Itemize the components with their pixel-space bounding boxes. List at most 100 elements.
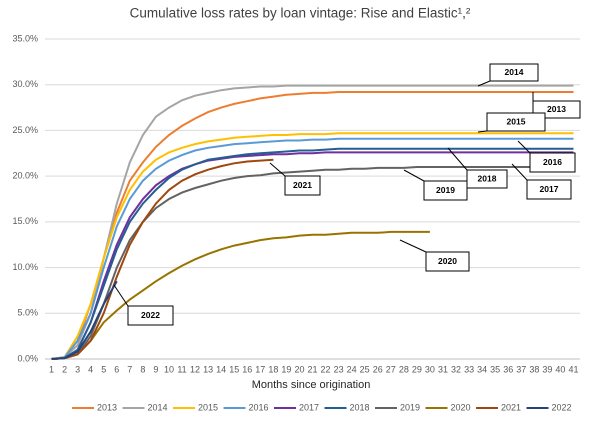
legend-label: 2018 — [350, 402, 370, 412]
x-tick-label: 10 — [164, 364, 174, 374]
series-line — [51, 166, 535, 360]
x-tick-label: 1 — [49, 364, 54, 374]
x-tick-label: 2 — [62, 364, 67, 374]
x-tick-label: 28 — [399, 364, 409, 374]
series-line — [51, 137, 574, 360]
x-tick-label: 19 — [281, 364, 291, 374]
x-tick-label: 27 — [386, 364, 396, 374]
series-line — [51, 91, 574, 360]
series-line — [51, 147, 574, 360]
x-tick-label: 14 — [216, 364, 226, 374]
x-tick-label: 25 — [360, 364, 370, 374]
x-tick-label: 11 — [177, 364, 186, 374]
x-tick-label: 23 — [334, 364, 344, 374]
callout-box — [486, 112, 546, 132]
x-tick-label: 5 — [101, 364, 106, 374]
x-tick-label: 30 — [425, 364, 435, 374]
x-tick-label: 22 — [321, 364, 331, 374]
x-tick-label: 15 — [229, 364, 239, 374]
callout-leader — [403, 169, 425, 182]
callout-label: 2016 — [543, 157, 562, 167]
y-tick-label: 10.0% — [12, 262, 38, 272]
x-tick-label: 9 — [153, 364, 158, 374]
chart-title: Cumulative loss rates by loan vintage: R… — [130, 6, 471, 21]
x-tick-label: 4 — [88, 364, 93, 374]
x-tick-label: 32 — [451, 364, 461, 374]
x-tick-label: 36 — [503, 364, 513, 374]
x-tick-label: 33 — [464, 364, 474, 374]
callout-leader — [269, 162, 286, 177]
x-tick-label: 6 — [114, 364, 119, 374]
callout-box — [423, 180, 468, 201]
legend-label: 2014 — [148, 402, 168, 412]
y-tick-label: 35.0% — [12, 33, 38, 43]
callout-leader — [113, 284, 129, 307]
legend-label: 2017 — [299, 402, 319, 412]
callout-label: 2019 — [436, 185, 455, 195]
callout-box — [127, 305, 174, 326]
callout-leader — [477, 80, 491, 87]
legend-label: 2015 — [198, 402, 218, 412]
x-tick-label: 7 — [127, 364, 132, 374]
legend-label: 2016 — [249, 402, 269, 412]
x-tick-label: 17 — [255, 364, 265, 374]
series-line — [51, 158, 274, 360]
x-tick-label: 21 — [307, 364, 317, 374]
callout-box — [284, 175, 321, 196]
x-tick-label: 20 — [294, 364, 304, 374]
x-tick-label: 35 — [490, 364, 500, 374]
callout-leader — [477, 130, 488, 133]
x-tick-label: 39 — [542, 364, 552, 374]
series-line — [51, 84, 574, 360]
callout-label: 2013 — [547, 104, 566, 114]
x-tick-label: 24 — [347, 364, 357, 374]
x-tick-label: 37 — [516, 364, 526, 374]
legend-label: 2019 — [400, 402, 420, 412]
x-tick-label: 34 — [477, 364, 487, 374]
callout-box — [425, 251, 470, 272]
x-tick-label: 3 — [75, 364, 80, 374]
legend-label: 2013 — [97, 402, 117, 412]
series-line — [51, 132, 574, 360]
callout-label: 2018 — [478, 173, 497, 183]
callout-box — [489, 63, 539, 82]
series-line — [51, 230, 430, 360]
callout-leader — [517, 140, 531, 154]
y-tick-label: 25.0% — [12, 125, 38, 135]
x-tick-label: 26 — [373, 364, 383, 374]
x-tick-label: 38 — [529, 364, 539, 374]
legend-label: 2020 — [451, 402, 471, 412]
callout-label: 2015 — [507, 116, 526, 126]
callout-label: 2017 — [540, 184, 559, 194]
callout-leader — [447, 147, 468, 171]
callout-leader — [399, 239, 427, 253]
x-tick-label: 8 — [140, 364, 145, 374]
callout-label: 2020 — [438, 256, 457, 266]
callout-label: 2021 — [293, 180, 312, 190]
x-tick-label: 12 — [190, 364, 200, 374]
callout-label: 2022 — [141, 310, 160, 320]
callout-leader — [511, 163, 528, 181]
y-tick-label: 20.0% — [12, 171, 38, 181]
legend-label: 2021 — [501, 402, 521, 412]
series-line — [51, 280, 118, 360]
y-tick-label: 0.0% — [17, 353, 38, 363]
callout-label: 2014 — [505, 67, 524, 77]
x-tick-label: 40 — [555, 364, 565, 374]
x-tick-label: 18 — [268, 364, 278, 374]
x-tick-label: 31 — [438, 364, 448, 374]
x-tick-label: 41 — [568, 364, 578, 374]
y-tick-label: 30.0% — [12, 79, 38, 89]
y-tick-label: 15.0% — [12, 216, 38, 226]
x-axis-title: Months since origination — [252, 379, 371, 391]
x-tick-label: 13 — [203, 364, 213, 374]
callout-box — [529, 152, 576, 173]
callout-box — [526, 179, 572, 200]
x-tick-label: 29 — [412, 364, 422, 374]
y-tick-label: 5.0% — [17, 308, 38, 318]
legend-label: 2022 — [552, 402, 572, 412]
callout-box — [466, 169, 508, 189]
series-line — [51, 151, 574, 360]
x-tick-label: 16 — [242, 364, 252, 374]
